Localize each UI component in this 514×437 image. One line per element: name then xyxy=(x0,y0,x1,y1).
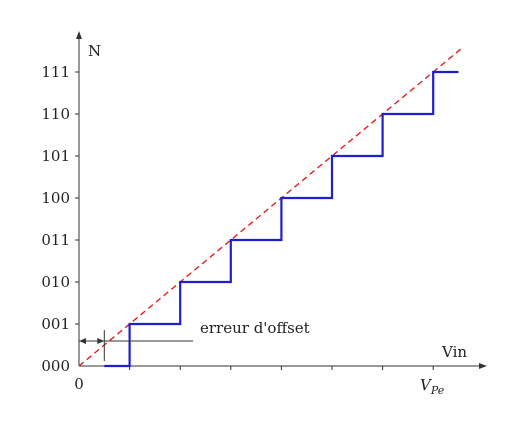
offset-error-marker xyxy=(79,330,193,361)
y-tick-labels: 000 001 010 011 100 101 110 111 xyxy=(41,63,70,375)
y-tick-label: 011 xyxy=(41,231,70,249)
vpe-main: V xyxy=(420,376,433,394)
y-tick-label: 001 xyxy=(41,315,70,333)
y-tick-label: 101 xyxy=(41,147,70,165)
y-axis-arrow xyxy=(76,31,82,39)
x-axis-arrow xyxy=(479,363,487,369)
vpe-subscript: Pe xyxy=(430,384,445,397)
y-tick-label: 000 xyxy=(41,357,70,375)
offset-annotation: erreur d'offset xyxy=(200,319,310,337)
x-vpe-label: VPe xyxy=(420,376,445,397)
offset-arrow-right xyxy=(97,338,105,344)
y-tick-label: 100 xyxy=(41,189,70,207)
y-tick-label: 010 xyxy=(41,273,70,291)
staircase-transfer xyxy=(104,70,459,368)
y-axis-label: N xyxy=(88,42,101,60)
ideal-transfer-line xyxy=(78,46,465,367)
x-origin-label: 0 xyxy=(74,375,84,393)
tick-marks xyxy=(75,71,434,370)
y-tick-label: 110 xyxy=(41,105,70,123)
y-tick-label: 111 xyxy=(41,63,70,81)
x-axis-label: Vin xyxy=(441,343,467,361)
offset-arrow-left xyxy=(79,338,86,344)
